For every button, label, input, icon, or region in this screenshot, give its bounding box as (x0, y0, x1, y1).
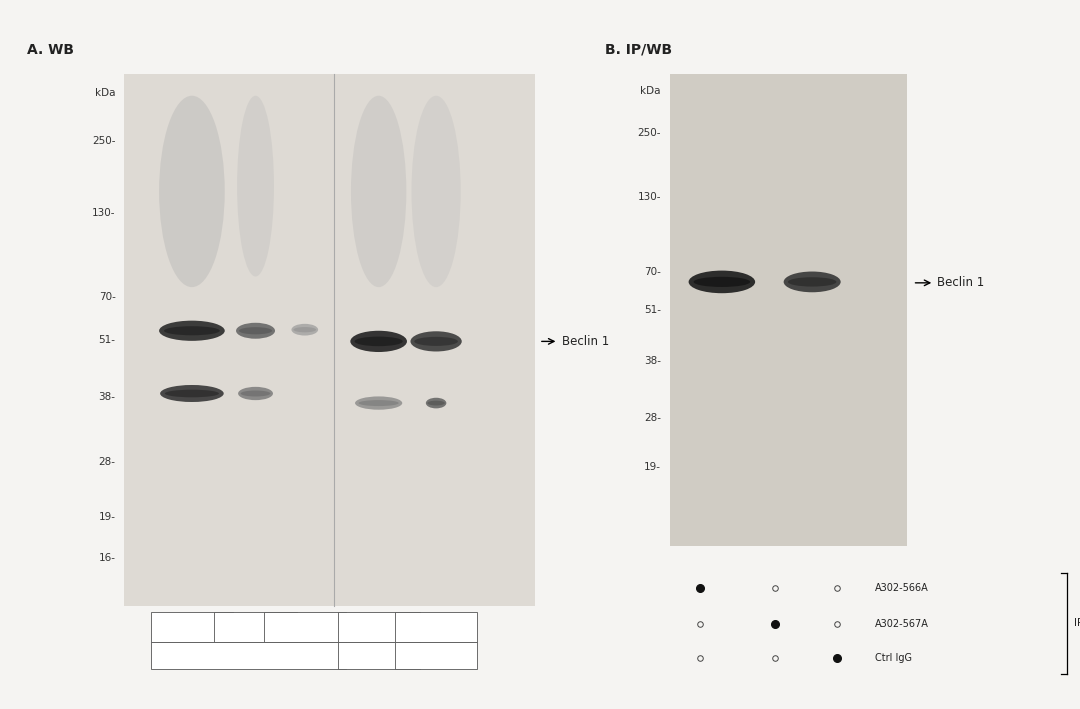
Text: T: T (376, 650, 382, 660)
Text: Ctrl IgG: Ctrl IgG (875, 653, 912, 663)
Text: IP: IP (1074, 618, 1080, 628)
Ellipse shape (292, 324, 319, 335)
Bar (338, 612, 420, 642)
Text: 19-: 19- (644, 462, 661, 471)
Ellipse shape (426, 398, 446, 408)
Ellipse shape (689, 271, 755, 294)
Text: 250-: 250- (637, 128, 661, 138)
Bar (395, 612, 477, 642)
Bar (338, 642, 420, 669)
Text: M: M (432, 650, 441, 660)
Ellipse shape (165, 390, 219, 397)
Text: kDa: kDa (95, 88, 116, 98)
Ellipse shape (294, 327, 316, 333)
Text: 16-: 16- (98, 553, 116, 564)
Text: 70-: 70- (644, 267, 661, 277)
Text: 50: 50 (186, 622, 199, 632)
Text: HeLa: HeLa (235, 650, 261, 660)
Text: 19-: 19- (98, 512, 116, 522)
Text: 51-: 51- (98, 335, 116, 345)
Text: A. WB: A. WB (27, 43, 75, 57)
Bar (264, 612, 346, 642)
Text: 250-: 250- (92, 136, 116, 146)
Text: 28-: 28- (98, 457, 116, 467)
Text: 50: 50 (430, 622, 443, 632)
Text: A302-567A: A302-567A (875, 619, 929, 629)
Bar (395, 642, 477, 669)
Text: A302-566A: A302-566A (875, 584, 929, 593)
Ellipse shape (160, 385, 224, 402)
Ellipse shape (355, 396, 402, 410)
Ellipse shape (159, 320, 225, 341)
Text: 38-: 38- (644, 356, 661, 366)
Bar (151, 612, 233, 642)
Ellipse shape (238, 96, 274, 277)
Ellipse shape (410, 331, 462, 352)
Ellipse shape (238, 387, 273, 400)
Text: 38-: 38- (98, 392, 116, 402)
Text: Beclin 1: Beclin 1 (937, 277, 985, 289)
Text: 50: 50 (373, 622, 386, 632)
Text: 28-: 28- (644, 413, 661, 423)
Text: Beclin 1: Beclin 1 (562, 335, 609, 348)
Bar (124, 74, 535, 606)
Ellipse shape (164, 326, 220, 335)
Bar (215, 612, 297, 642)
Ellipse shape (354, 337, 403, 346)
Text: 70-: 70- (98, 291, 116, 302)
Ellipse shape (428, 401, 445, 406)
Ellipse shape (411, 96, 461, 287)
Ellipse shape (237, 323, 275, 339)
Ellipse shape (415, 337, 458, 346)
Ellipse shape (693, 277, 751, 287)
Bar (670, 74, 907, 546)
Ellipse shape (351, 96, 406, 287)
Bar (151, 642, 346, 669)
Ellipse shape (159, 96, 225, 287)
Ellipse shape (241, 391, 270, 396)
Text: kDa: kDa (640, 86, 661, 96)
Ellipse shape (350, 330, 407, 352)
Ellipse shape (788, 277, 836, 286)
Ellipse shape (784, 272, 840, 292)
Text: 5: 5 (301, 622, 308, 632)
Text: 130-: 130- (637, 192, 661, 202)
Text: 51-: 51- (644, 305, 661, 316)
Text: 15: 15 (248, 622, 262, 632)
Text: 130-: 130- (92, 208, 116, 218)
Ellipse shape (359, 400, 399, 406)
Text: B. IP/WB: B. IP/WB (605, 43, 672, 57)
Ellipse shape (239, 327, 272, 335)
